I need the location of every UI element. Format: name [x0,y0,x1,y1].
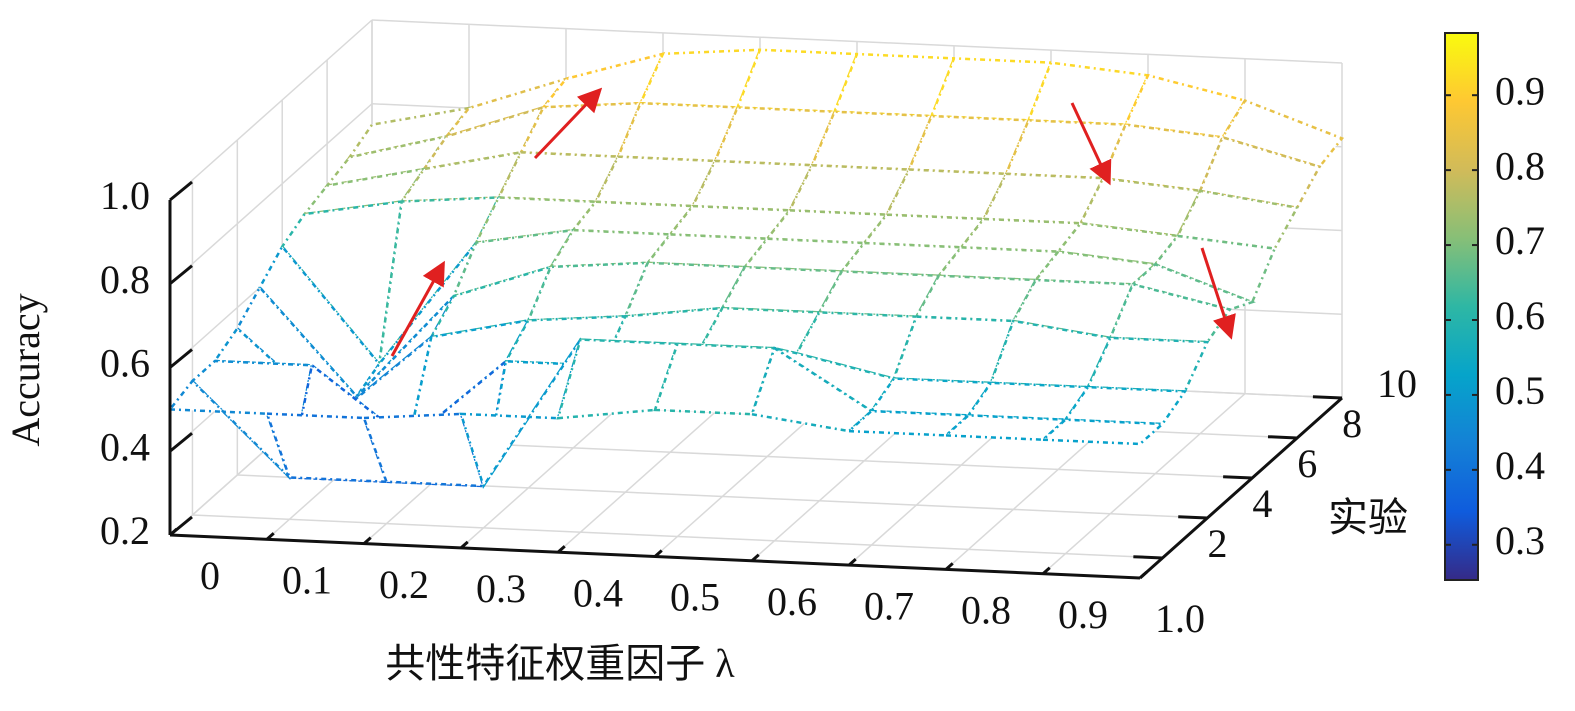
x-tick-label: 0.9 [1058,592,1108,637]
z-tick [169,264,193,285]
x-tick-label: 0.1 [282,557,332,602]
surface-patch [907,114,1031,176]
grid-line [371,19,1343,64]
grid-line [169,19,373,201]
colorbar-tick-label: 0.6 [1495,293,1545,338]
annotation-arrows [390,87,1236,357]
grid-line [192,514,1163,559]
surface-patch [1085,336,1210,393]
x-tick [1139,570,1148,580]
surface-patch [1175,189,1300,250]
arrow [1070,102,1112,186]
x-tick [751,553,760,562]
surface-patch [839,241,964,278]
surface-patch [362,412,486,488]
colorbar-tick-label: 0.7 [1495,218,1545,263]
surface-patch [845,409,972,437]
surface-patch [474,196,599,245]
x-tick-label: 1.0 [1155,596,1205,641]
arrow [1200,247,1236,340]
surface-patch [1039,418,1166,446]
x-tick-label: 0 [200,553,220,598]
surface-patch [750,346,874,433]
x-tick [945,562,954,571]
x-tick-label: 0.7 [864,583,914,628]
grid-line [1042,393,1246,575]
surface-patch [929,57,1053,122]
surface-patch [810,110,934,171]
colorbar-tick-label: 0.8 [1495,143,1545,188]
x-tick-label: 0.4 [573,570,623,615]
surface-patch [1220,99,1345,169]
surface-patch [1101,123,1225,193]
x-tick-label: 0.2 [379,562,429,607]
surface-patch [638,48,762,109]
z-tick-label: 1.0 [100,173,150,218]
colorbar-tick-label: 0.9 [1495,68,1545,113]
z-tick-label: 0.2 [100,508,150,553]
y-tick [1178,515,1208,520]
surface-patch [1123,73,1247,139]
surface-patch [265,412,389,484]
colorbar-tick-label: 0.5 [1495,368,1545,413]
colorbar-tick-label: 0.3 [1495,518,1545,563]
x-tick [363,536,372,545]
z-tick-label: 0.6 [100,341,150,386]
surface-patch [258,244,381,399]
surface-patch [406,318,531,445]
grid-line [169,103,373,285]
axes: 0.2 0.4 0.6 0.8 1.0 0 0.1 0.2 0.3 0.4 0.5 0.6 0.7 0.8… [100,173,1417,641]
surface-patch [1198,135,1322,210]
y-tick-label: 6 [1297,441,1317,486]
surface-patch [459,338,582,489]
x-tick [266,532,275,541]
z-tick-label: 0.8 [100,257,150,302]
surface-patch [942,414,1069,441]
surface-patch [735,48,859,114]
z-tick-label: 0.4 [100,424,150,469]
z-tick [169,180,193,202]
x-axis-label: 共性特征权重因子 λ [385,641,735,686]
surface-patch [428,264,553,339]
x-tick [1042,566,1051,575]
y-axis [1139,396,1343,580]
colorbar [1444,32,1479,581]
surface-patch [167,379,291,479]
arrow [390,260,445,357]
surface-patch [1011,278,1135,340]
y-tick-label: 10 [1377,361,1417,406]
x-tick [169,527,178,537]
surface-patch [616,101,740,163]
x-tick-label: 0.3 [476,566,526,611]
x-tick-label: 0.5 [670,575,720,620]
y-tick-label: 8 [1342,401,1362,446]
x-tick-label: 0.6 [767,579,817,624]
z-tick [169,432,193,453]
z-axis-label: Accuracy [3,293,48,446]
surface-patch [1130,262,1256,311]
surface-patch [1033,250,1159,286]
surface [167,48,1345,489]
y-axis-label: 实验 [1328,495,1408,540]
surface-patch [713,106,837,167]
surface-patch [1063,385,1188,426]
x-tick [654,549,663,558]
y-tick-label: 2 [1207,521,1227,566]
x-tick [848,557,857,567]
y-tick-label: 4 [1252,481,1272,526]
x-tick [460,540,469,550]
y-tick [1223,475,1253,480]
surface-patch [1055,221,1181,266]
arrow [533,87,603,160]
surface-patch [1078,176,1203,238]
colorbar-tick-label: 0.4 [1495,443,1545,488]
z-tick [169,348,193,369]
x-tick-label: 0.8 [961,588,1011,633]
surface-patch [832,52,956,118]
y-tick [1312,395,1343,400]
y-tick [1267,435,1298,440]
y-tick [1133,555,1163,560]
x-tick [557,545,566,554]
